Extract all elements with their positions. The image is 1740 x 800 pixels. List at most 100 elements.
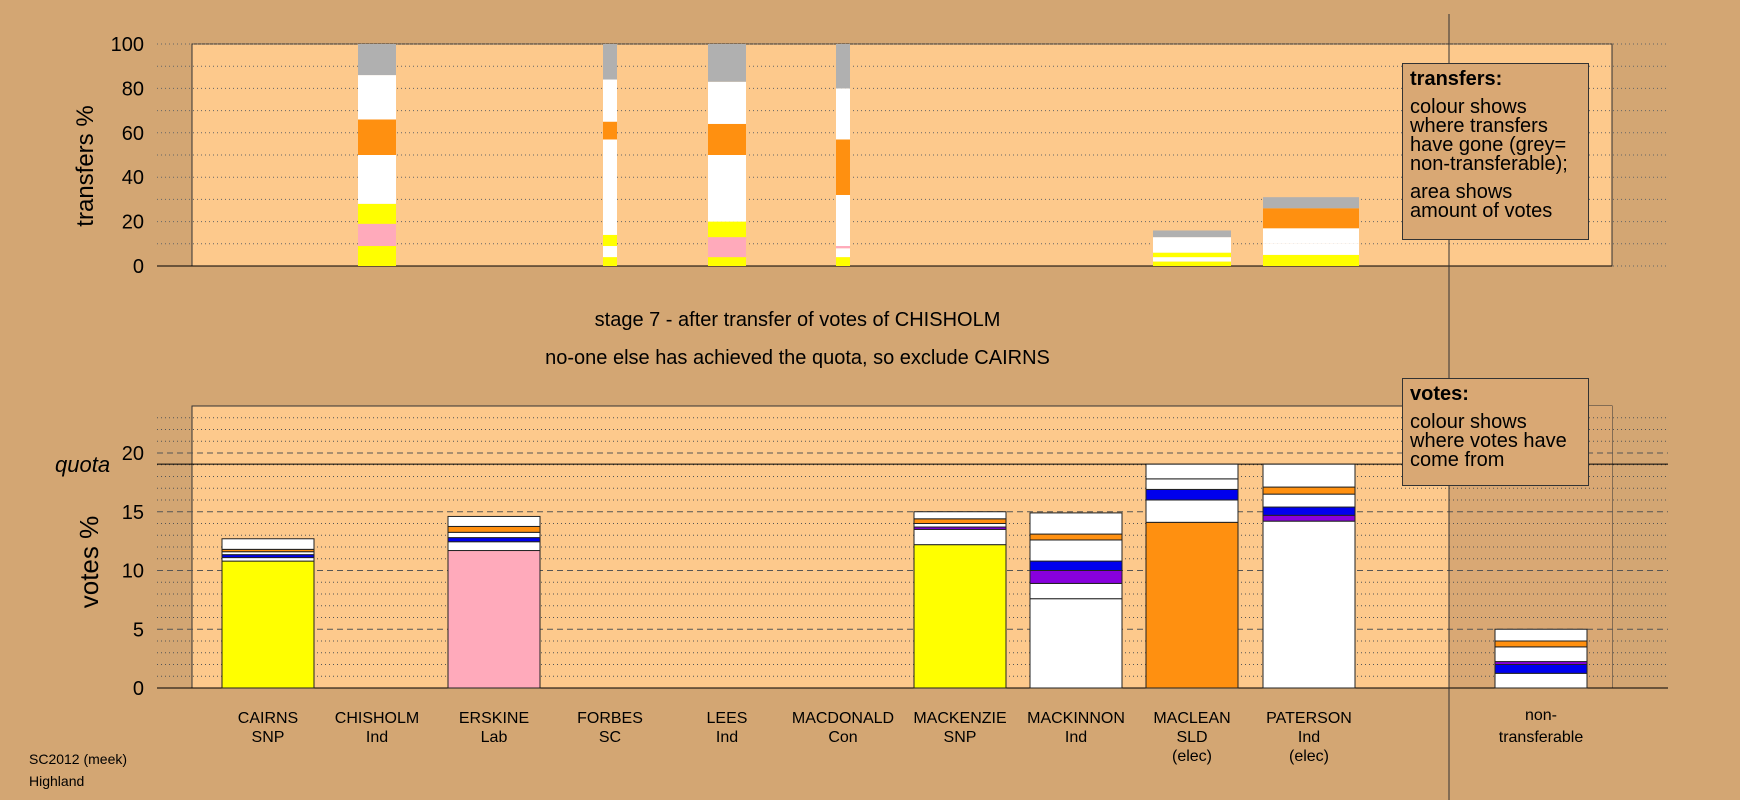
transfers-axis-label: transfers % xyxy=(72,105,99,226)
vote-segment xyxy=(447,537,541,543)
votes-legend-title: votes: xyxy=(1410,383,1469,405)
transfers-legend-text-1: colour shows where transfers have gone (… xyxy=(1410,96,1568,175)
vote-segment xyxy=(1262,506,1356,516)
candidate-name: MACDONALD xyxy=(792,710,894,727)
candidate-name: LEES xyxy=(707,710,748,727)
nontransferable-label-line1: non- xyxy=(1525,707,1557,724)
candidate-party: Ind xyxy=(716,729,738,746)
transfers-y-tick-label: 0 xyxy=(133,256,144,278)
votes-legend: votes: colour shows where votes have com… xyxy=(1402,378,1589,486)
vote-segment xyxy=(1262,493,1356,508)
vote-segment xyxy=(1145,488,1239,501)
candidate-party: Ind xyxy=(1065,729,1087,746)
vote-segment xyxy=(1029,598,1123,689)
transfer-segment xyxy=(358,119,396,155)
transfer-segment xyxy=(836,44,850,89)
transfer-segment xyxy=(708,221,746,238)
transfer-segment xyxy=(603,44,617,80)
transfer-segment xyxy=(1263,254,1359,266)
transfer-segment xyxy=(603,139,617,235)
vote-segment xyxy=(1262,463,1356,488)
transfer-segment xyxy=(1153,237,1231,253)
candidate-name: FORBES xyxy=(577,710,643,727)
candidate-party: Ind xyxy=(366,729,388,746)
votes-y-tick-label: 0 xyxy=(133,678,144,700)
vote-segment xyxy=(1029,512,1123,535)
transfer-segment xyxy=(603,121,617,140)
vote-segment xyxy=(1494,628,1588,642)
transfers-y-tick-label: 60 xyxy=(122,123,144,145)
vote-segment xyxy=(1262,514,1356,522)
stage-caption: stage 7 - after transfer of votes of CHI… xyxy=(594,309,1001,331)
transfer-segment xyxy=(358,155,396,204)
candidate-name: MACKENZIE xyxy=(913,710,1006,727)
transfer-segment xyxy=(836,88,850,140)
vote-segment xyxy=(1494,646,1588,663)
votes-y-tick-label: 10 xyxy=(122,561,144,583)
transfer-segment xyxy=(358,44,396,76)
transfer-segment xyxy=(358,203,396,224)
vote-segment xyxy=(1494,672,1588,689)
vote-segment xyxy=(1145,478,1239,490)
vote-segment xyxy=(1029,539,1123,562)
candidate-party: SLD xyxy=(1176,729,1207,746)
candidate-status: (elec) xyxy=(1289,748,1329,765)
vote-segment xyxy=(1029,570,1123,584)
vote-segment xyxy=(913,523,1007,528)
transfer-segment xyxy=(1153,257,1231,262)
vote-segment xyxy=(913,544,1007,689)
transfers-legend: transfers: colour shows where transfers … xyxy=(1402,63,1589,240)
candidate-name: CHISHOLM xyxy=(335,710,419,727)
vote-segment xyxy=(913,511,1007,520)
vote-segment xyxy=(1029,560,1123,571)
transfer-segment xyxy=(836,257,850,266)
transfers-legend-title: transfers: xyxy=(1410,68,1503,90)
vote-segment xyxy=(447,531,541,539)
candidate-name: PATERSON xyxy=(1266,710,1352,727)
votes-y-tick-label: 5 xyxy=(133,619,144,641)
transfer-segment xyxy=(1153,230,1231,238)
transfer-segment xyxy=(708,81,746,124)
candidate-party: Con xyxy=(828,729,857,746)
transfer-segment xyxy=(358,246,396,266)
vote-segment xyxy=(1494,664,1588,674)
nontransferable-label-line2: transferable xyxy=(1499,729,1584,746)
votes-legend-text-1: colour shows where votes have come from xyxy=(1410,411,1567,471)
transfer-segment xyxy=(708,257,746,266)
transfer-segment xyxy=(708,123,746,155)
transfer-segment xyxy=(708,155,746,222)
votes-y-tick-label: 20 xyxy=(122,443,144,465)
vote-segment xyxy=(447,525,541,533)
transfer-segment xyxy=(603,79,617,122)
transfer-segment xyxy=(603,246,617,258)
transfer-segment xyxy=(603,257,617,266)
transfers-y-tick-label: 20 xyxy=(122,212,144,234)
vote-segment xyxy=(447,541,541,552)
vote-segment xyxy=(1029,533,1123,541)
candidate-party: Lab xyxy=(481,729,508,746)
candidate-name: MACKINNON xyxy=(1027,710,1125,727)
transfers-y-tick-label: 40 xyxy=(122,167,144,189)
transfer-segment xyxy=(358,75,396,120)
vote-segment xyxy=(447,515,541,527)
vote-segment xyxy=(221,557,315,562)
vote-segment xyxy=(1145,499,1239,523)
votes-axis-label: votes % xyxy=(74,516,104,609)
footer-method: SC2012 (meek) xyxy=(29,751,128,767)
vote-segment xyxy=(221,560,315,689)
transfer-segment xyxy=(1263,197,1359,209)
candidate-status: (elec) xyxy=(1172,748,1212,765)
vote-segment xyxy=(1494,640,1588,648)
transfer-segment xyxy=(836,194,850,247)
vote-segment xyxy=(1145,521,1239,689)
transfer-segment xyxy=(1153,252,1231,258)
action-caption: no-one else has achieved the quota, so e… xyxy=(545,347,1050,369)
vote-segment xyxy=(913,518,1007,524)
transfers-y-tick-label: 100 xyxy=(111,34,144,56)
quota-label: quota xyxy=(55,452,110,477)
candidate-name: MACLEAN xyxy=(1153,710,1230,727)
candidate-name: ERSKINE xyxy=(459,710,529,727)
candidate-party: SC xyxy=(599,729,621,746)
vote-segment xyxy=(913,528,1007,546)
